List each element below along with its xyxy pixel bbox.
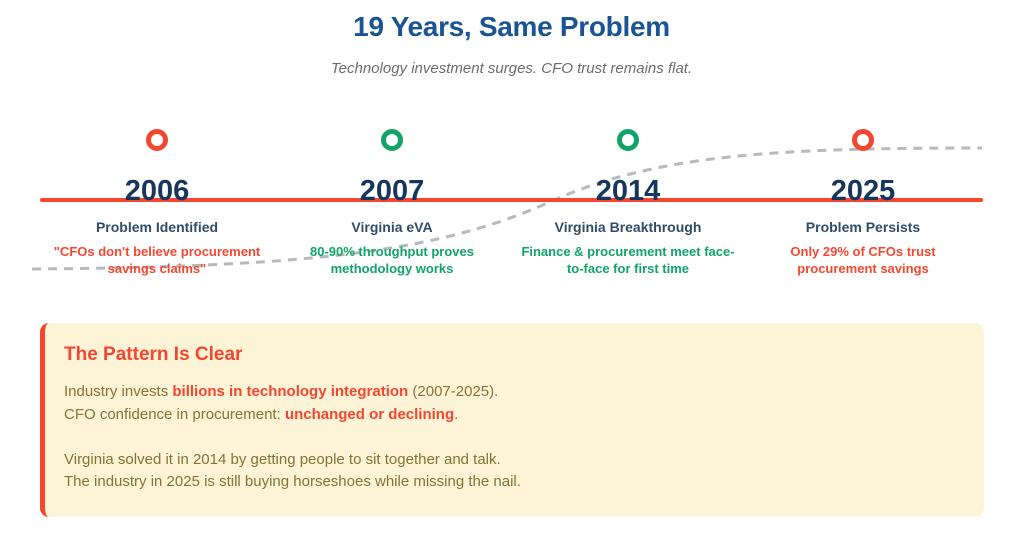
milestone-description: "CFOs don't believe procurement savings … xyxy=(53,244,261,276)
milestone-2025: 2025 Problem Persists Only 29% of CFOs t… xyxy=(745,129,981,277)
pattern-p1-seg6: . xyxy=(454,405,459,423)
milestone-year: 2007 xyxy=(359,175,425,207)
pattern-paragraph-1: Industry invests billions in technology … xyxy=(64,381,960,427)
pattern-summary-box: The Pattern Is Clear Industry invests bi… xyxy=(40,323,984,517)
page-subtitle: Technology investment surges. CFO trust … xyxy=(330,60,693,77)
milestone-year: 2006 xyxy=(124,175,190,207)
pattern-p2-line1: Virginia solved it in 2014 by getting pe… xyxy=(64,450,501,468)
pattern-p1-seg1: Industry invests xyxy=(64,383,173,400)
milestone-description: Finance & procurement meet face-to-face … xyxy=(521,244,735,276)
milestone-marker-icon xyxy=(852,129,874,151)
milestone-description: 80-90% throughput proves methodology wor… xyxy=(310,244,474,276)
pattern-box-heading: The Pattern Is Clear xyxy=(64,344,243,365)
pattern-p1-highlight-1: billions in technology integration xyxy=(172,383,409,400)
milestone-marker-icon xyxy=(381,129,403,151)
page-title: 19 Years, Same Problem xyxy=(353,11,670,42)
milestone-year: 2025 xyxy=(830,175,896,207)
pattern-paragraph-2: Virginia solved it in 2014 by getting pe… xyxy=(64,449,960,495)
milestone-2014: 2014 Virginia Breakthrough Finance & pro… xyxy=(510,129,746,277)
pattern-p2-line2: The industry in 2025 is still buying hor… xyxy=(64,473,521,491)
milestone-marker-icon xyxy=(146,129,168,151)
milestone-description: Only 29% of CFOs trust procurement savin… xyxy=(790,244,936,276)
milestone-title: Problem Identified xyxy=(95,219,219,235)
milestone-title: Virginia eVA xyxy=(351,219,433,235)
milestone-title: Problem Persists xyxy=(805,219,921,235)
pattern-p1-highlight-2: unchanged or declining xyxy=(284,405,455,423)
pattern-p1-seg4: CFO confidence in procurement: xyxy=(64,405,285,423)
milestone-year: 2014 xyxy=(595,175,661,207)
milestone-title: Virginia Breakthrough xyxy=(554,219,702,235)
milestone-2007: 2007 Virginia eVA 80-90% throughput prov… xyxy=(274,129,510,277)
milestone-marker-icon xyxy=(617,129,639,151)
milestone-2006: 2006 Problem Identified "CFOs don't beli… xyxy=(39,129,275,277)
pattern-p1-seg3: (2007-2025). xyxy=(408,383,499,400)
